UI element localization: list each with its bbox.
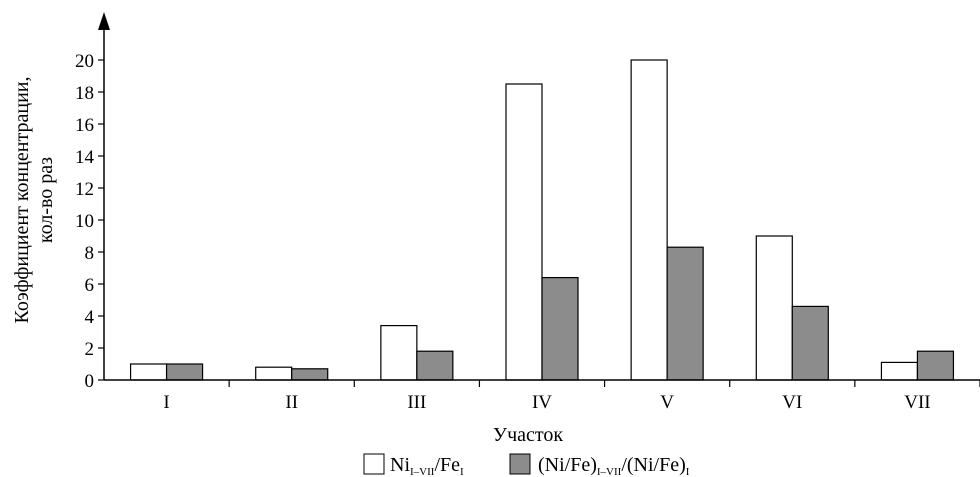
y-axis-arrow-icon [98, 12, 110, 30]
bar-series-1-II [255, 366, 293, 381]
legend-swatch-series-2 [509, 453, 531, 475]
y-tick-label: 12 [75, 179, 94, 200]
y-tick-label: 6 [85, 275, 95, 296]
y-axis-title-line2: кол-во раз [35, 157, 57, 243]
bar-series-2-V [666, 246, 704, 381]
bar-series-2-VII [916, 350, 955, 381]
legend-label-series-1: NiI–VII/FeI [390, 454, 464, 477]
y-axis-ticks: 0 2 4 6 8 10 12 14 16 18 20 [75, 51, 104, 392]
legend-label-series-2: (Ni/Fe)I–VII/(Ni/Fe)I [538, 454, 690, 477]
bar-series-2-III [416, 350, 454, 381]
x-tick-label: VII [904, 392, 930, 413]
legend-swatch-series-1 [363, 453, 385, 475]
y-tick-label: 16 [75, 115, 94, 136]
x-axis-title: Участок [493, 424, 563, 446]
y-tick-label: 14 [75, 147, 95, 168]
y-tick-label: 10 [75, 211, 94, 232]
x-tick-label: V [660, 392, 674, 413]
y-tick-label: 0 [85, 371, 95, 392]
y-tick-label: 2 [85, 339, 95, 360]
legend: NiI–VII/FeI (Ni/Fe)I–VII/(Ni/Fe)I [363, 453, 690, 477]
y-axis-title-line1: Коэффициент концентрации, [11, 77, 33, 324]
x-tick-label: III [407, 392, 426, 413]
x-tick-label: VI [782, 392, 802, 413]
x-tick-label: II [285, 392, 298, 413]
y-tick-label: 18 [75, 83, 94, 104]
bar-series-1-VII [880, 361, 919, 381]
y-tick-label: 4 [85, 307, 95, 328]
x-axis-ticks: I II III IV V VI VII [163, 380, 980, 413]
bar-series-2-VI [791, 305, 829, 381]
x-tick-label: I [163, 392, 169, 413]
bar-series-2-I [165, 363, 204, 381]
x-tick-label: IV [532, 392, 552, 413]
bar-series-2-II [291, 368, 329, 381]
y-tick-label: 8 [85, 243, 95, 264]
bar-series-2-IV [541, 277, 579, 381]
bar-series-1-IV [505, 83, 543, 381]
bar-series-1-V [630, 59, 668, 381]
bar-series-1-I [129, 363, 168, 381]
y-tick-label: 20 [75, 51, 94, 72]
bar-series-1-VI [755, 235, 793, 381]
bar-series-1-III [380, 325, 418, 381]
bars [129, 59, 955, 381]
